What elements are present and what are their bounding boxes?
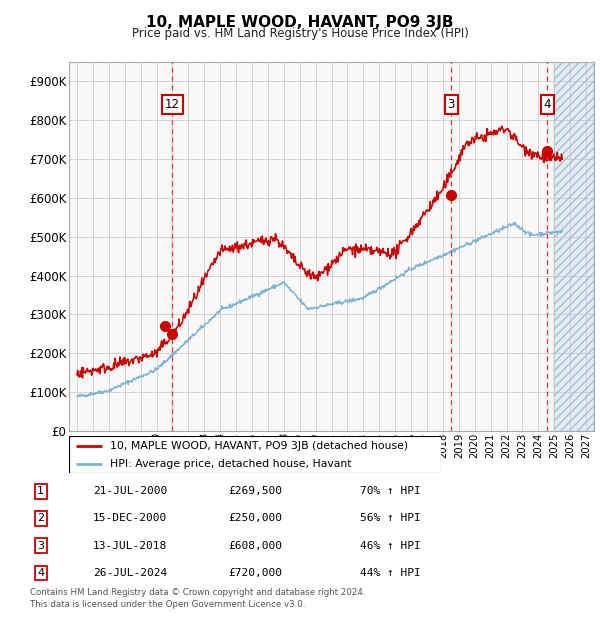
Text: £250,000: £250,000 <box>228 513 282 523</box>
Text: Contains HM Land Registry data © Crown copyright and database right 2024.
This d: Contains HM Land Registry data © Crown c… <box>30 588 365 609</box>
Text: 46% ↑ HPI: 46% ↑ HPI <box>360 541 421 551</box>
Text: 21-JUL-2000: 21-JUL-2000 <box>93 486 167 496</box>
Text: 44% ↑ HPI: 44% ↑ HPI <box>360 568 421 578</box>
Text: £269,500: £269,500 <box>228 486 282 496</box>
Text: 13-JUL-2018: 13-JUL-2018 <box>93 541 167 551</box>
Text: 1: 1 <box>37 486 44 496</box>
Text: 3: 3 <box>37 541 44 551</box>
Text: 56% ↑ HPI: 56% ↑ HPI <box>360 513 421 523</box>
Text: 10, MAPLE WOOD, HAVANT, PO9 3JB: 10, MAPLE WOOD, HAVANT, PO9 3JB <box>146 16 454 30</box>
Text: 70% ↑ HPI: 70% ↑ HPI <box>360 486 421 496</box>
Text: 12: 12 <box>165 98 180 111</box>
Text: 26-JUL-2024: 26-JUL-2024 <box>93 568 167 578</box>
Text: 4: 4 <box>544 98 551 111</box>
Text: £720,000: £720,000 <box>228 568 282 578</box>
Text: 3: 3 <box>448 98 455 111</box>
Text: £608,000: £608,000 <box>228 541 282 551</box>
Bar <box>554 62 594 431</box>
Text: HPI: Average price, detached house, Havant: HPI: Average price, detached house, Hava… <box>110 459 352 469</box>
Text: 4: 4 <box>37 568 44 578</box>
Text: Price paid vs. HM Land Registry's House Price Index (HPI): Price paid vs. HM Land Registry's House … <box>131 27 469 40</box>
Text: 10, MAPLE WOOD, HAVANT, PO9 3JB (detached house): 10, MAPLE WOOD, HAVANT, PO9 3JB (detache… <box>110 441 408 451</box>
Text: 2: 2 <box>37 513 44 523</box>
Bar <box>554 62 594 431</box>
Text: 15-DEC-2000: 15-DEC-2000 <box>93 513 167 523</box>
